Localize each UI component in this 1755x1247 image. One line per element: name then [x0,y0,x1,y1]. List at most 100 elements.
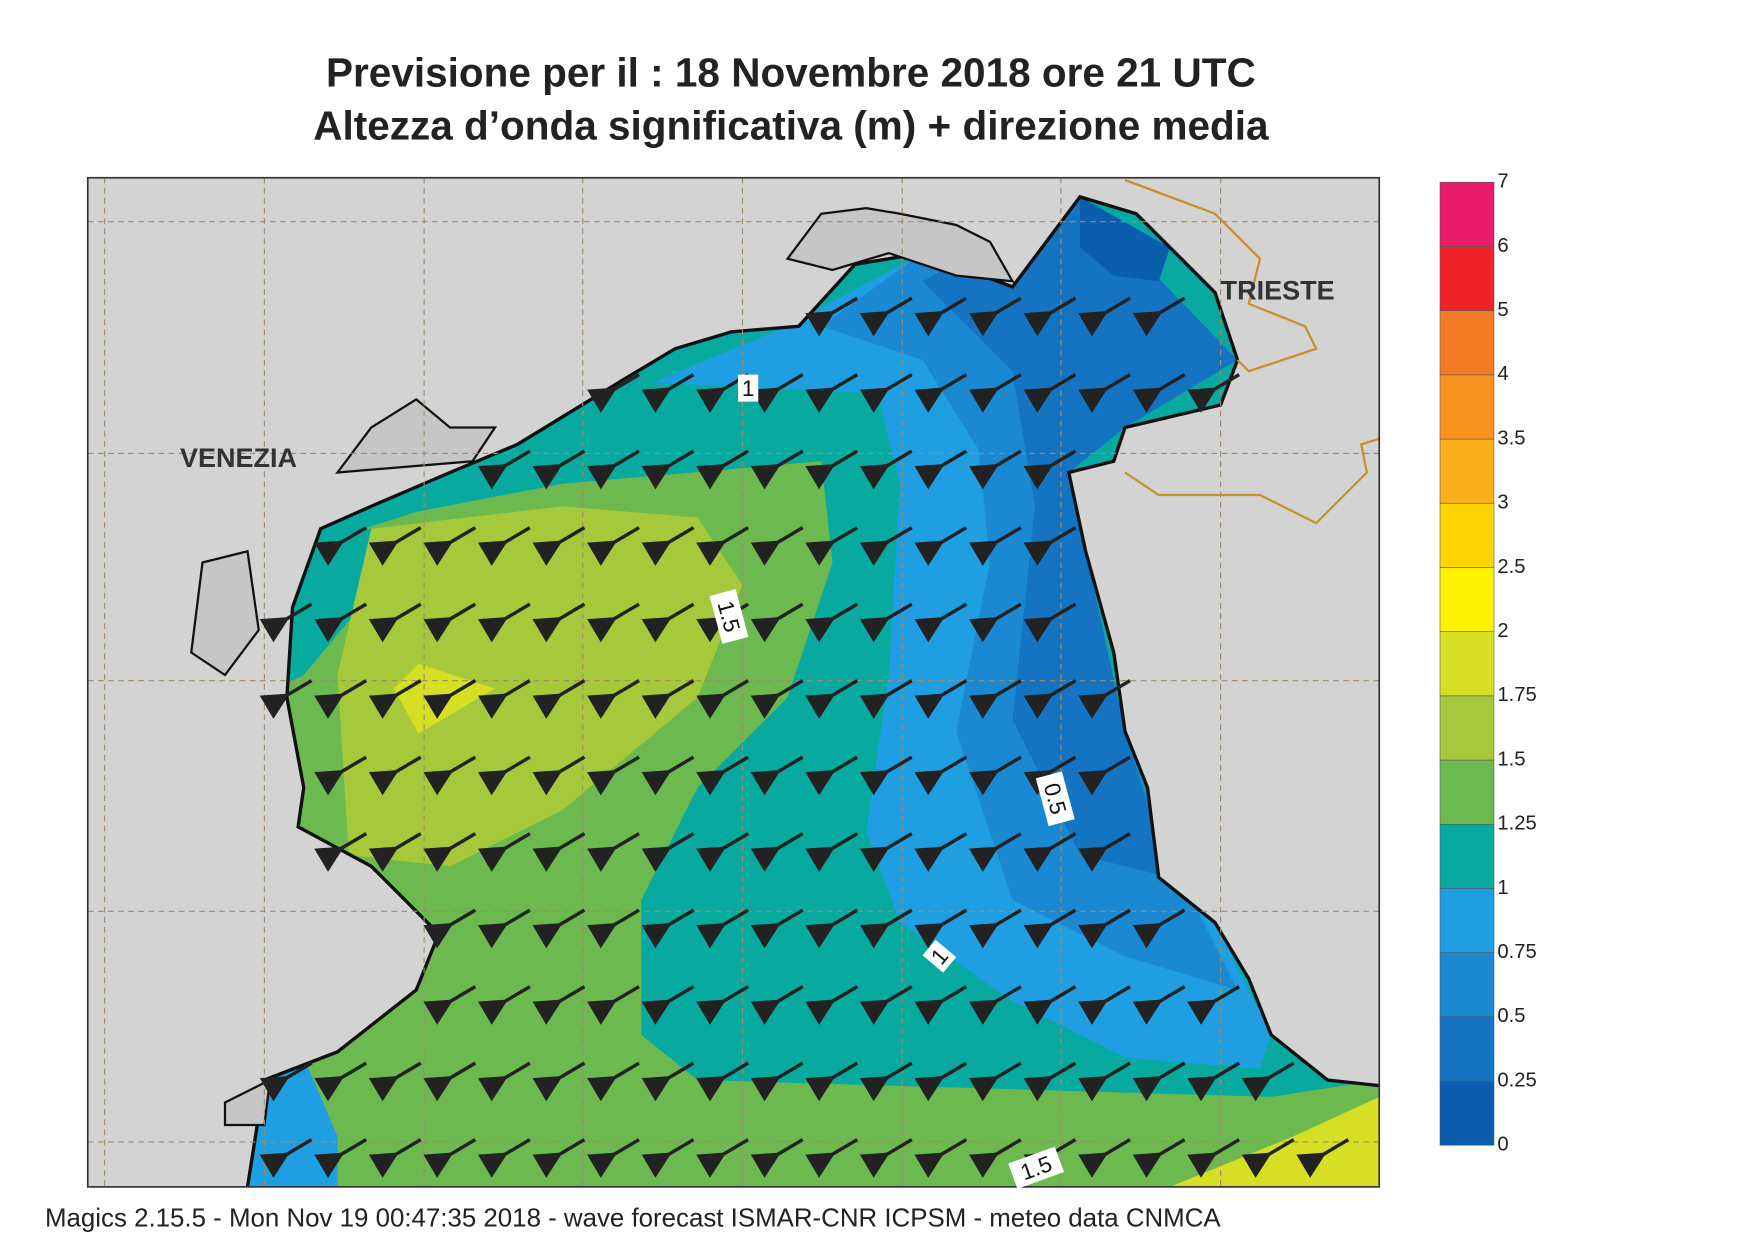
arrow [805,296,859,337]
zone [922,196,1238,878]
arrow [532,908,586,949]
arrow [968,832,1022,872]
arrow [368,602,422,643]
arrow [805,373,859,413]
arrow [587,985,640,1025]
arrow [1078,296,1131,337]
arrow [423,908,477,949]
arrow [750,373,804,413]
arrow [1023,373,1077,413]
arrow [641,1061,695,1102]
colorbar-segment [1439,759,1495,825]
arrow [805,985,859,1025]
colorbar: 0 0.25 0.5 0.75 1 1.25 1.5 1.75 2 2.5 3 3.5 4 5 6 7 [1439,171,1537,1156]
arrow [859,985,913,1025]
colorbar-segment [1439,438,1495,504]
arrow [750,1138,804,1178]
colorbar-segment [1439,1016,1495,1082]
arrow [532,1138,586,1178]
arrow [968,602,1022,643]
arrow [750,679,804,719]
arrow [1023,526,1077,566]
arrow [641,985,695,1025]
colorbar-segment [1439,181,1495,247]
arrow [750,985,804,1025]
contour-label: 1 [742,376,755,401]
arrow [641,1138,695,1178]
colorbar-segment [1439,888,1495,953]
arrow [532,832,586,872]
arrow [859,373,913,413]
colorbar-segment [1439,567,1495,632]
arrow [1078,832,1131,872]
arrow [968,679,1022,719]
arrow [1023,602,1077,643]
arrow [423,1138,477,1178]
arrow [587,755,640,796]
colorbar-tick-label: 0 [1497,1134,1508,1156]
arrow [859,296,913,337]
arrow [477,526,531,566]
arrow [859,679,913,719]
arrow [805,526,859,566]
label-box [922,939,957,973]
arrow [587,449,640,490]
arrow [1023,755,1077,796]
arrow [477,985,531,1025]
label-box [1008,1146,1064,1189]
arrow [859,832,913,872]
islands [190,206,1015,1127]
arrow [259,1061,313,1102]
arrow [968,1138,1022,1178]
arrow [805,602,859,643]
arrow [423,526,477,566]
wave-direction-arrows [259,296,1350,1178]
arrow [587,1138,640,1178]
arrow [1023,985,1077,1025]
arrow [805,679,859,719]
arrow [1241,1061,1295,1102]
map-frame [86,176,1381,1188]
colorbar-tick-label: 3.5 [1497,427,1525,449]
arrow [532,526,586,566]
colorbar-tick-label: 1 [1497,877,1508,899]
arrow [587,832,640,872]
arrow [314,526,368,566]
arrow [587,373,640,413]
arrow [477,1138,531,1178]
colorbar-tick-label: 1.25 [1497,813,1536,835]
arrow [914,296,968,337]
arrow [259,602,313,643]
arrow [641,526,695,566]
arrow [914,449,968,490]
arrow [750,755,804,796]
arrow [750,449,804,490]
arrow [368,526,422,566]
arrow [532,679,586,719]
arrow [1078,985,1131,1025]
arrow [968,449,1022,490]
colorbar-segment [1439,374,1495,440]
arrow [696,755,749,796]
arrow [368,1138,422,1178]
colorbar-segment [1439,1080,1495,1146]
arrow [1187,1138,1241,1178]
colorbar-tick-label: 2 [1497,620,1508,642]
arrow [259,1138,313,1178]
arrow [532,1061,586,1102]
arrow [1078,755,1131,796]
footer: Magics 2.15.5 - Mon Nov 19 00:47:35 2018… [45,1204,1221,1232]
colorbar-segment [1439,952,1495,1018]
colorbar-segment [1439,631,1495,697]
colorbar-tick-label: 0.5 [1497,1005,1525,1027]
arrow [859,755,913,796]
arrow [805,1061,859,1102]
arrow [477,832,531,872]
arrow [805,755,859,796]
arrow [368,1061,422,1102]
arrow [1023,832,1077,872]
arrow [750,1061,804,1102]
arrow [314,755,368,796]
arrow [1078,679,1131,719]
colorbar-tick-label: 3 [1497,492,1508,514]
